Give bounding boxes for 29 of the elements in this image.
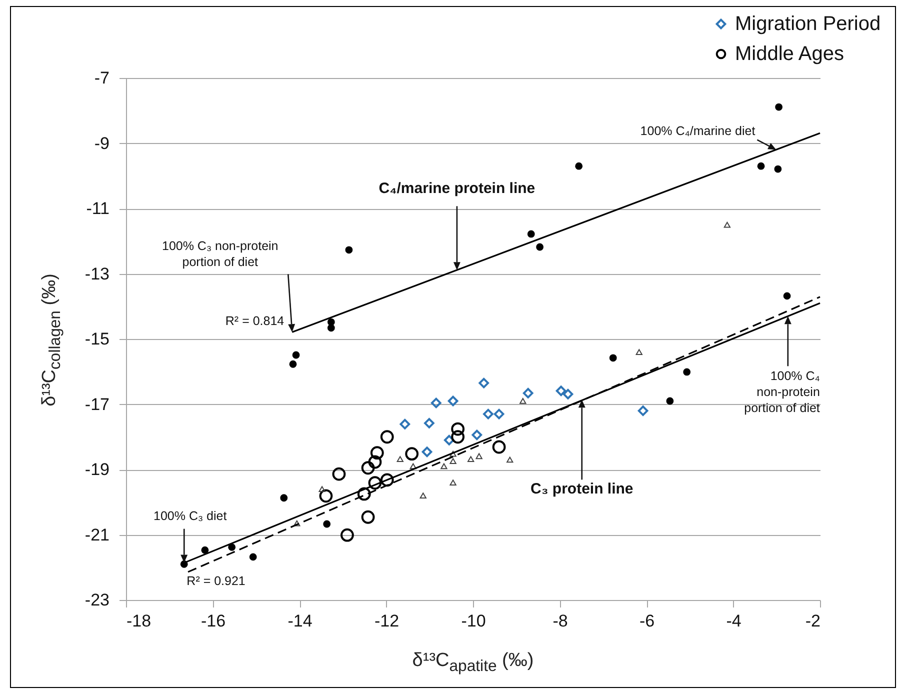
x-tick-label: -2 <box>805 612 820 630</box>
annotation: 100% C₄ non-protein portion of diet <box>744 369 820 416</box>
annotation: R² = 0.921 <box>186 574 246 588</box>
y-tick-label: -21 <box>84 525 110 544</box>
x-tick-label: -8 <box>552 612 568 630</box>
y-tick-label: -11 <box>86 199 110 218</box>
annotation: 100% C₃ non-protein portion of diet <box>162 239 278 270</box>
annotation: R² = 0.814 <box>225 314 284 328</box>
y-tick-label: -19 <box>84 460 110 479</box>
annotation: 100% C₄/marine diet <box>640 124 756 138</box>
y-tick-label: -23 <box>84 590 110 610</box>
x-axis-title: δ¹³C$_{apatite}$ (‰) <box>412 650 534 676</box>
x-tick-label: -12 <box>374 612 400 630</box>
y-tick-label: -9 <box>94 134 110 153</box>
y-tick-label: -7 <box>94 68 110 88</box>
x-tick-label: -4 <box>726 612 742 630</box>
y-tick-label: -17 <box>84 394 110 414</box>
annotation: C₃ protein line <box>530 480 634 498</box>
annotation: C₄/marine protein line <box>378 180 536 198</box>
x-tick-label: -10 <box>461 612 486 630</box>
legend-label: Middle Ages <box>735 43 844 65</box>
annotation: 100% C₃ diet <box>154 508 228 523</box>
x-tick-label: -14 <box>288 612 312 630</box>
y-tick-label: -13 <box>84 264 110 284</box>
x-tick-label: -18 <box>126 612 152 630</box>
legend-label: Migration Period <box>735 13 881 35</box>
y-tick-label: -15 <box>84 330 110 348</box>
x-tick-label: -16 <box>200 612 226 630</box>
x-tick-label: -6 <box>639 612 655 630</box>
